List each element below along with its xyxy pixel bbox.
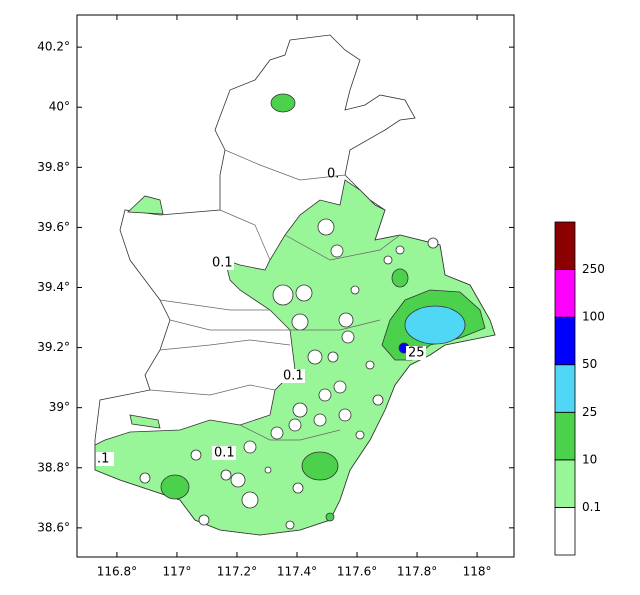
colorbar-label: 50 (582, 357, 597, 371)
light-green-area (129, 414, 161, 429)
y-tick-label: 39.6° (37, 220, 70, 234)
contour-label: 0.1 (283, 369, 304, 384)
map-shapes (94, 34, 496, 536)
y-tick-label: 38.6° (37, 520, 70, 534)
x-tick-label: 117.6° (337, 565, 377, 579)
contour-label-bg (406, 346, 426, 360)
colorbar-box (554, 507, 576, 556)
y-tick-label: 39.8° (37, 160, 70, 174)
green-area (325, 512, 335, 522)
y-tick-label: 38.8° (37, 460, 70, 474)
contour-labels: 0. 0.1 0.1 0.1 .1 25 (96, 167, 426, 467)
light-green-area (127, 195, 164, 215)
x-tick-label: 118° (463, 565, 492, 579)
colorbar-label: 250 (582, 262, 605, 276)
green-area (270, 93, 296, 113)
green-area (301, 451, 339, 481)
light-green-area (94, 179, 496, 536)
contour-label: 0.1 (212, 256, 233, 271)
contour-label: 25 (408, 346, 425, 361)
x-tick-label: 116.8° (97, 565, 137, 579)
y-tick-label: 39.4° (37, 280, 70, 294)
y-tick-label: 39.2° (37, 340, 70, 354)
x-tick-label: 117° (162, 565, 191, 579)
cyan-area (404, 305, 466, 345)
y-tick-label: 40° (49, 100, 70, 114)
colorbar-box (554, 364, 576, 413)
axis-ticks: 116.8° 117° 117.2° 117.4° 117.6° 117.8° 118° 38… (37, 15, 514, 579)
green-area (391, 268, 409, 288)
green-area (160, 474, 190, 500)
plot-frame (76, 14, 515, 558)
colorbar-box (554, 221, 576, 270)
contour-label: .1 (97, 452, 109, 467)
x-tick-label: 117.2° (217, 565, 257, 579)
colorbar-label: 0.1 (582, 500, 601, 514)
contour-label: 0. (327, 167, 339, 182)
colorbar-label: 25 (582, 405, 597, 419)
contour-label-bg (212, 446, 236, 460)
x-tick-label: 117.8° (397, 565, 437, 579)
contour-label-bg (210, 256, 234, 270)
colorbar-box (554, 411, 576, 461)
contour-label: 0.1 (214, 446, 235, 461)
contour-label-bg (96, 452, 114, 466)
colorbar-label: 100 (582, 310, 605, 324)
colorbar-box (554, 459, 576, 508)
district-borders (149, 149, 401, 441)
colorbar-box (554, 316, 576, 366)
colorbar-label: 10 (582, 452, 597, 466)
dry-holes (139, 218, 439, 530)
colorbar: 0.1 10 25 50 100 250 (554, 221, 605, 556)
colorbar-box (554, 269, 576, 318)
y-tick-label: 39° (49, 400, 70, 414)
y-tick-label: 40.2° (37, 40, 70, 54)
contour-label-bg (281, 369, 305, 383)
x-tick-label: 117.4° (277, 565, 317, 579)
